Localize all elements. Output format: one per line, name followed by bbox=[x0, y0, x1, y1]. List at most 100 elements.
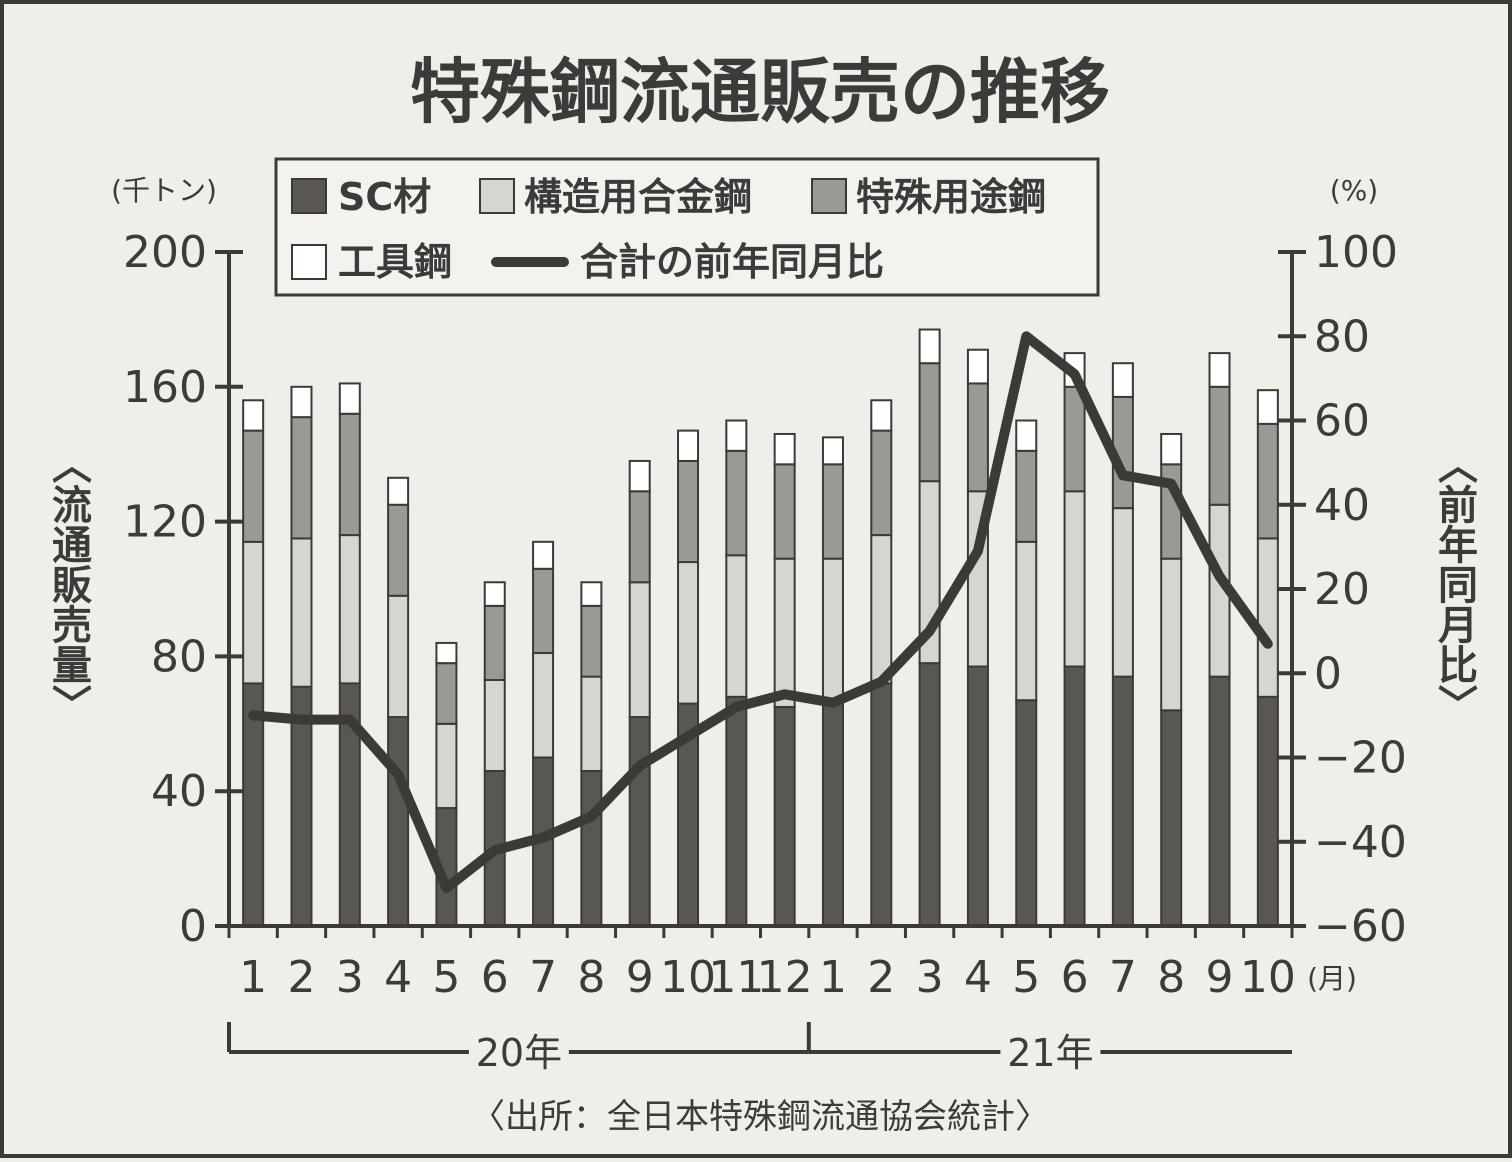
bar-structural-5 bbox=[483, 678, 506, 772]
bar-sc-8 bbox=[628, 716, 651, 927]
x-tick-label: 6 bbox=[481, 952, 509, 1003]
bar-tool-19 bbox=[1160, 432, 1183, 466]
bar-special-9 bbox=[677, 459, 700, 564]
legend-swatch-sc bbox=[291, 178, 327, 214]
x-tick-label: 5 bbox=[1012, 952, 1040, 1003]
legend-label-yoy: 合計の前年同月比 bbox=[580, 240, 884, 284]
bar-tool-18 bbox=[1111, 362, 1134, 398]
bar-tool-15 bbox=[966, 348, 989, 385]
x-tick-label: 4 bbox=[384, 952, 412, 1003]
bar-structural-12 bbox=[821, 557, 844, 705]
bar-sc-21 bbox=[1256, 695, 1279, 928]
bar-special-0 bbox=[242, 429, 265, 543]
right-tick-label: 100 bbox=[1314, 227, 1398, 278]
yoy-point-13 bbox=[878, 678, 885, 685]
bar-tool-21 bbox=[1256, 389, 1279, 425]
bar-tool-1 bbox=[290, 385, 313, 419]
bar-tool-7 bbox=[580, 581, 603, 607]
bar-special-3 bbox=[387, 503, 410, 597]
bar-special-20 bbox=[1208, 385, 1231, 506]
left-tick-label: 160 bbox=[123, 362, 207, 413]
yoy-point-14 bbox=[926, 628, 933, 635]
bar-special-11 bbox=[773, 463, 796, 560]
yoy-point-21 bbox=[1264, 640, 1271, 647]
bar-tool-12 bbox=[821, 436, 844, 466]
x-tick-label: 12 bbox=[757, 952, 813, 1003]
yoy-point-2 bbox=[346, 716, 353, 723]
year-label-1: 21年 bbox=[1007, 1031, 1093, 1075]
bar-special-10 bbox=[725, 449, 748, 557]
legend-label-sc: SC材 bbox=[338, 175, 431, 219]
bar-special-21 bbox=[1256, 422, 1279, 540]
bar-structural-4 bbox=[435, 722, 458, 810]
bar-special-6 bbox=[532, 567, 555, 655]
yoy-point-4 bbox=[443, 885, 450, 892]
x-tick-label: 6 bbox=[1061, 952, 1089, 1003]
yoy-point-6 bbox=[540, 834, 547, 841]
legend-label-structural: 構造用合金鋼 bbox=[524, 175, 752, 219]
bar-sc-11 bbox=[773, 705, 796, 928]
x-tick-label: 5 bbox=[432, 952, 460, 1003]
right-tick-label: 0 bbox=[1314, 648, 1342, 699]
bar-special-7 bbox=[580, 604, 603, 678]
yoy-point-0 bbox=[250, 712, 257, 719]
yoy-point-8 bbox=[636, 762, 643, 769]
bar-tool-13 bbox=[870, 399, 893, 432]
x-tick-label: 8 bbox=[577, 952, 605, 1003]
bar-special-14 bbox=[918, 362, 941, 483]
x-tick-label: 9 bbox=[626, 952, 654, 1003]
bar-tool-20 bbox=[1208, 352, 1231, 388]
yoy-point-20 bbox=[1216, 573, 1223, 580]
bar-tool-8 bbox=[628, 459, 651, 493]
yoy-point-9 bbox=[685, 733, 692, 740]
bar-sc-16 bbox=[1015, 699, 1038, 928]
bar-sc-19 bbox=[1160, 709, 1183, 927]
bar-structural-19 bbox=[1160, 557, 1183, 712]
x-tick-label: 1 bbox=[819, 952, 847, 1003]
right-axis-label: 〈前年同月比〉 bbox=[1431, 444, 1478, 724]
bar-sc-3 bbox=[387, 716, 410, 927]
source-note: 〈出所：全日本特殊鋼流通協会統計〉 bbox=[471, 1097, 1049, 1137]
bar-sc-12 bbox=[821, 702, 844, 928]
legend-swatch-special bbox=[811, 178, 847, 214]
bar-sc-15 bbox=[966, 665, 989, 927]
bar-sc-17 bbox=[1063, 665, 1086, 927]
chart-svg: 特殊鋼流通販売の推移 (千トン) (%) 〈流通販売量〉 〈前年同月比〉 SC材… bbox=[45, 51, 1478, 1137]
left-axis-label: 〈流通販売量〉 bbox=[45, 444, 92, 724]
x-tick-label: 9 bbox=[1206, 952, 1234, 1003]
bar-sc-13 bbox=[870, 682, 893, 927]
x-tick-label: 7 bbox=[1109, 952, 1137, 1003]
chart-title: 特殊鋼流通販売の推移 bbox=[410, 51, 1110, 133]
bar-tool-3 bbox=[387, 476, 410, 506]
bar-special-12 bbox=[821, 463, 844, 560]
right-tick-label: −60 bbox=[1314, 901, 1407, 952]
bar-tool-14 bbox=[918, 328, 941, 365]
right-tick-label: 60 bbox=[1314, 396, 1370, 447]
x-tick-label: 10 bbox=[660, 952, 716, 1003]
bar-tool-5 bbox=[483, 581, 506, 607]
x-tick-label: 1 bbox=[239, 952, 267, 1003]
right-tick-label: 80 bbox=[1314, 311, 1370, 362]
yoy-point-1 bbox=[298, 716, 305, 723]
bar-structural-16 bbox=[1015, 540, 1038, 702]
yoy-point-11 bbox=[781, 691, 788, 698]
yoy-point-3 bbox=[395, 771, 402, 778]
x-tick-label: 2 bbox=[287, 952, 315, 1003]
bar-tool-16 bbox=[1015, 419, 1038, 452]
bar-special-4 bbox=[435, 662, 458, 725]
bar-structural-6 bbox=[532, 652, 555, 759]
bar-structural-3 bbox=[387, 594, 410, 719]
x-tick-label: 3 bbox=[336, 952, 364, 1003]
yoy-point-15 bbox=[974, 548, 981, 555]
bar-structural-2 bbox=[338, 534, 361, 685]
bar-structural-13 bbox=[870, 534, 893, 685]
bar-special-13 bbox=[870, 429, 893, 537]
yoy-point-19 bbox=[1168, 480, 1175, 487]
bar-structural-18 bbox=[1111, 507, 1134, 678]
bar-structural-7 bbox=[580, 675, 603, 772]
bar-tool-0 bbox=[242, 399, 265, 432]
right-tick-label: −40 bbox=[1314, 817, 1407, 868]
x-tick-label: 8 bbox=[1157, 952, 1185, 1003]
bar-structural-0 bbox=[242, 540, 265, 685]
right-tick-label: 20 bbox=[1314, 564, 1370, 615]
